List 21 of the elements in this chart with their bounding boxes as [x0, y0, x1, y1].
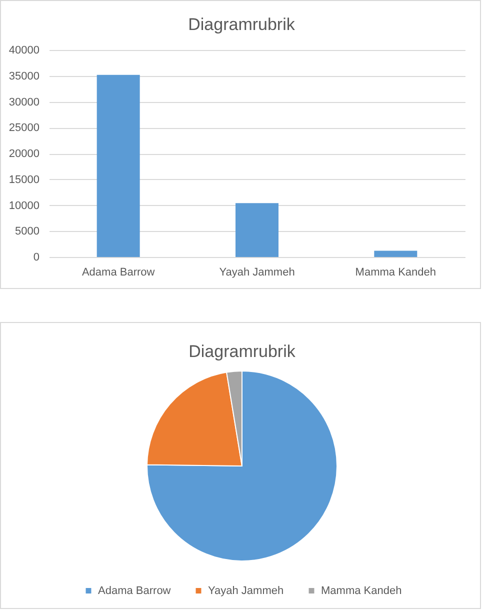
y-tick-label: 15000	[8, 174, 40, 186]
chart-title: Diagramrubrik	[188, 342, 296, 361]
x-tick-label: Yayah Jammeh	[219, 266, 295, 278]
y-tick-label: 20000	[8, 148, 40, 160]
pie-slice	[146, 370, 338, 562]
x-tick-label: Adama Barrow	[82, 266, 155, 278]
x-tick-label: Mamma Kandeh	[355, 266, 436, 278]
y-tick-label: 25000	[8, 122, 40, 134]
y-tick-label: 5000	[15, 226, 40, 238]
bar	[96, 74, 140, 257]
legend-label: Yayah Jammeh	[208, 584, 284, 597]
y-tick-label: 10000	[8, 200, 40, 212]
legend-label: Adama Barrow	[98, 584, 171, 597]
y-tick-label: 35000	[8, 70, 40, 82]
legend-label: Mamma Kandeh	[321, 584, 402, 597]
y-tick-label: 40000	[8, 44, 40, 56]
chart-title: Diagramrubrik	[188, 15, 296, 34]
y-tick-label: 0	[33, 252, 40, 264]
bar	[374, 250, 418, 257]
y-tick-label: 30000	[8, 96, 40, 108]
bar	[236, 203, 278, 257]
